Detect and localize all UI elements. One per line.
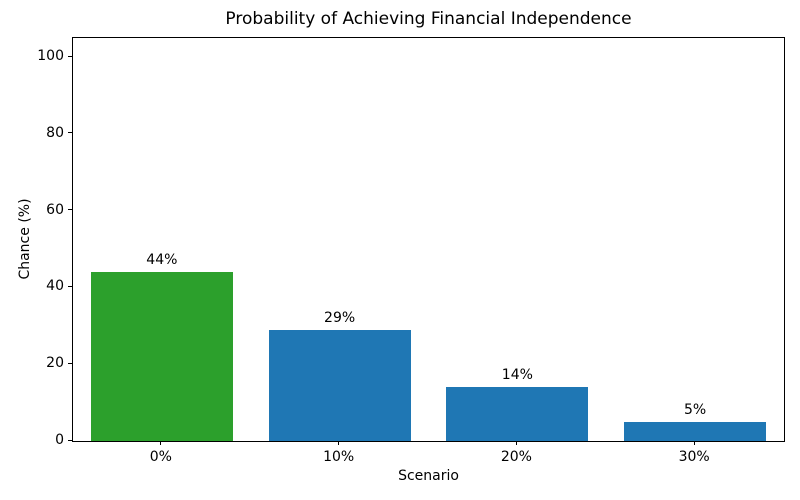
y-tick-label: 20 xyxy=(46,355,64,372)
y-tick-label: 0 xyxy=(55,432,64,448)
y-tick-mark xyxy=(68,209,72,211)
x-tick-label: 20% xyxy=(500,449,532,465)
chart-title: Probability of Achieving Financial Indep… xyxy=(225,9,632,29)
y-tick-mark xyxy=(68,132,72,134)
x-tick-mark xyxy=(693,441,695,445)
bar-value-label: 14% xyxy=(501,367,533,384)
bar-value-label: 5% xyxy=(684,401,707,418)
x-axis-label: Scenario xyxy=(398,468,459,484)
x-tick-mark xyxy=(160,441,162,445)
x-tick-mark xyxy=(338,441,340,445)
plot-area: 44% 29% 14% 5% xyxy=(72,37,785,442)
bar-value-label: 44% xyxy=(146,252,178,269)
bar-value-label: 29% xyxy=(324,309,356,326)
bar xyxy=(268,329,411,441)
y-tick-label: 60 xyxy=(46,201,64,218)
bar xyxy=(624,421,767,441)
x-tick-label: 30% xyxy=(678,449,710,465)
x-tick-label: 10% xyxy=(323,449,355,465)
x-tick-mark xyxy=(515,441,517,445)
y-tick-label: 80 xyxy=(46,124,64,141)
y-tick-label: 40 xyxy=(46,278,64,295)
bar xyxy=(90,272,233,441)
y-tick-mark xyxy=(68,362,72,364)
y-tick-mark xyxy=(68,285,72,287)
x-tick-label: 0% xyxy=(149,449,172,465)
y-tick-mark xyxy=(68,55,72,57)
y-tick-label: 100 xyxy=(37,48,64,65)
y-tick-mark xyxy=(68,439,72,441)
bar xyxy=(446,387,589,441)
